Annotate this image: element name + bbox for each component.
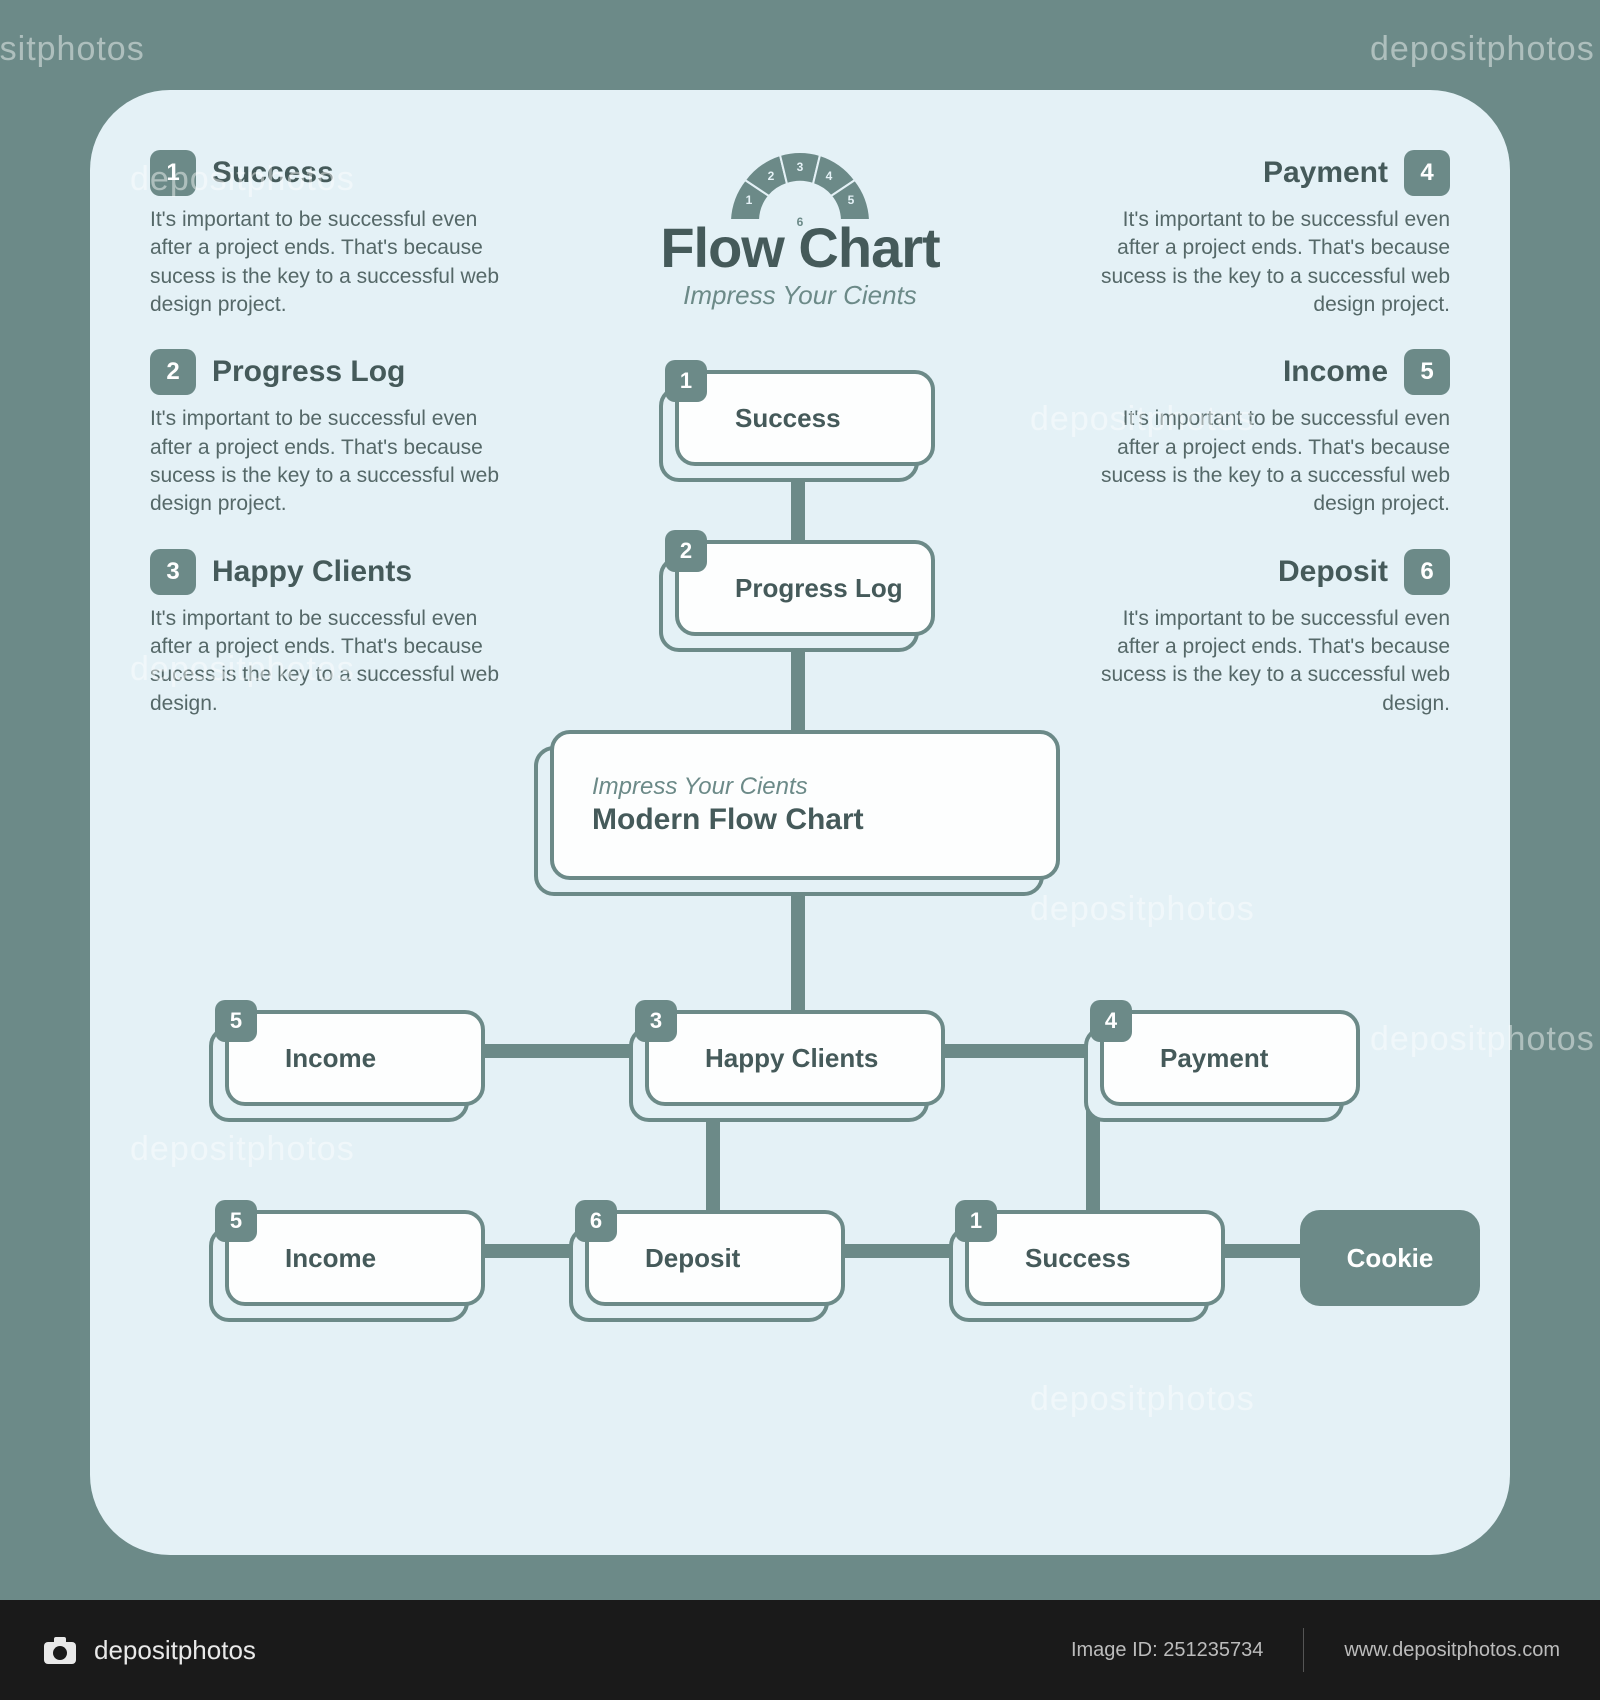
flow-node-badge: 2: [665, 530, 707, 572]
flow-node-label: Happy Clients: [645, 1010, 945, 1106]
flow-node-label: Payment: [1100, 1010, 1360, 1106]
connector: [1086, 1106, 1100, 1218]
footer-site: www.depositphotos.com: [1344, 1639, 1560, 1662]
flow-node-badge: 4: [1090, 1000, 1132, 1042]
flow-node: Cookie: [1300, 1210, 1480, 1306]
flow-node-badge: 1: [665, 360, 707, 402]
flow-node-title: Modern Flow Chart: [592, 803, 864, 837]
flow-node: Income5: [225, 1010, 485, 1106]
flow-node: Impress Your CientsModern Flow Chart: [550, 730, 1060, 880]
infographic-card: 1 2 3 4 5 6 Flow Chart Impress Your Cien…: [90, 90, 1510, 1555]
connector: [706, 1106, 720, 1218]
flow-node-badge: 3: [635, 1000, 677, 1042]
footer-bar: depositphotos Image ID: 251235734 www.de…: [0, 1600, 1600, 1700]
flow-node-label: Income: [225, 1010, 485, 1106]
flow-node: Deposit6: [585, 1210, 845, 1306]
flow-node-badge: 5: [215, 1000, 257, 1042]
connector: [1225, 1244, 1308, 1258]
flow-node: Progress Log2: [675, 540, 935, 636]
watermark: depositphotos: [1370, 30, 1595, 69]
flow-node: Income5: [225, 1210, 485, 1306]
flow-node-label: Income: [225, 1210, 485, 1306]
flow-node-label: Success: [965, 1210, 1225, 1306]
watermark: depositphotos: [0, 30, 145, 69]
flow-node-badge: 5: [215, 1200, 257, 1242]
flow-node-label: Cookie: [1300, 1210, 1480, 1306]
flow-node: Success1: [675, 370, 935, 466]
flow-node-badge: 1: [955, 1200, 997, 1242]
flow-node-label: Success: [675, 370, 935, 466]
footer-divider: [1303, 1628, 1304, 1672]
flow-node-label: Progress Log: [675, 540, 935, 636]
connector: [791, 880, 805, 1018]
flow-node: Success1: [965, 1210, 1225, 1306]
page: 1 2 3 4 5 6 Flow Chart Impress Your Cien…: [0, 0, 1600, 1600]
flow-node: Payment4: [1100, 1010, 1360, 1106]
footer-brand-text: depositphotos: [94, 1635, 256, 1666]
footer-image-id: Image ID: 251235734: [1071, 1639, 1263, 1662]
footer-brand: depositphotos: [40, 1630, 256, 1670]
flow-node: Happy Clients3: [645, 1010, 945, 1106]
flow-node-subtitle: Impress Your Cients: [592, 773, 808, 801]
flowchart: Success1Progress Log2Impress Your Cients…: [90, 90, 1510, 1555]
flow-node-badge: 6: [575, 1200, 617, 1242]
camera-icon: [40, 1630, 80, 1670]
flow-node-label: Deposit: [585, 1210, 845, 1306]
connector: [485, 1044, 653, 1058]
